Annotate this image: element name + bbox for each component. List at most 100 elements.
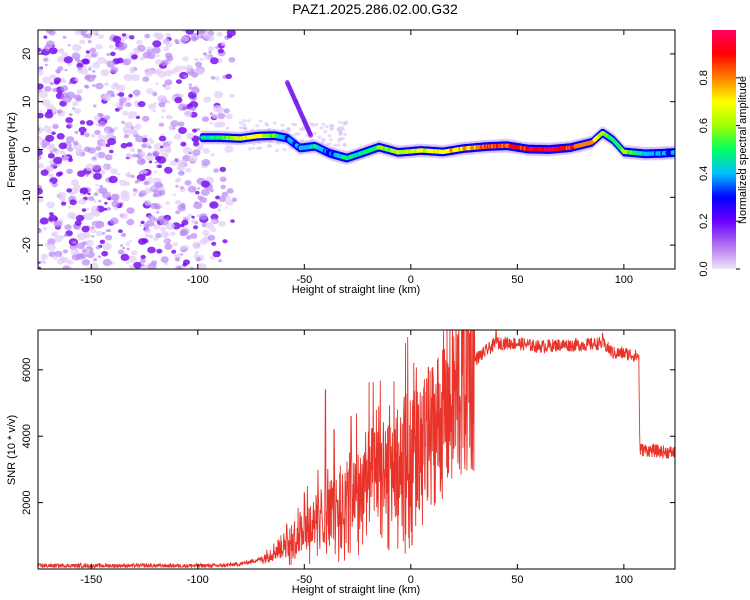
noise-blob	[120, 232, 127, 238]
noise-blob	[230, 219, 235, 223]
noise-blob	[255, 140, 260, 144]
noise-blob	[320, 137, 325, 141]
noise-blob	[160, 145, 164, 149]
noise-blob	[148, 103, 157, 110]
noise-blob	[38, 266, 42, 269]
noise-blob	[226, 34, 233, 39]
noise-blob	[118, 106, 123, 111]
noise-blob	[78, 126, 87, 134]
noise-blob	[175, 210, 181, 215]
noise-blob	[112, 82, 119, 87]
noise-blob	[92, 156, 97, 160]
noise-blob	[120, 142, 128, 149]
noise-blob	[129, 265, 134, 269]
noise-blob	[116, 84, 126, 92]
noise-blob	[180, 186, 184, 190]
noise-blob	[129, 35, 135, 40]
noise-blob	[60, 85, 69, 92]
x-tick-label: -100	[187, 274, 209, 286]
noise-blob	[85, 33, 93, 39]
noise-blob	[125, 172, 132, 177]
noise-blob	[62, 249, 69, 254]
noise-blob	[224, 206, 228, 209]
noise-blob	[147, 145, 152, 149]
noise-blob	[82, 249, 87, 253]
noise-blob	[90, 228, 97, 234]
noise-blob	[131, 54, 138, 60]
noise-blob	[342, 121, 347, 125]
noise-blob	[208, 50, 212, 54]
noise-blob	[38, 112, 44, 119]
noise-blob	[69, 199, 77, 206]
noise-blob	[122, 33, 126, 37]
noise-blob	[91, 74, 97, 79]
noise-blob	[159, 218, 169, 226]
noise-blob	[203, 96, 212, 103]
noise-blob	[72, 101, 79, 107]
noise-blob	[337, 139, 342, 143]
noise-blob	[94, 61, 98, 65]
noise-blob	[49, 74, 56, 80]
noise-blob	[156, 54, 160, 58]
noise-blob	[152, 223, 161, 230]
noise-blob	[84, 75, 91, 81]
noise-blob	[148, 138, 153, 141]
noise-blob	[202, 52, 208, 56]
noise-blob	[210, 227, 217, 233]
noise-blob	[180, 245, 186, 250]
noise-blob	[86, 207, 90, 211]
noise-blob	[92, 70, 96, 73]
noise-blob	[49, 212, 54, 216]
noise-blob	[192, 149, 201, 157]
noise-blob	[164, 79, 173, 86]
noise-blob	[224, 145, 234, 153]
noise-blob	[104, 129, 109, 133]
noise-blob	[126, 142, 133, 147]
noise-blob	[144, 187, 152, 194]
noise-blob	[148, 160, 153, 164]
noise-blob	[220, 184, 226, 190]
noise-blob	[201, 180, 210, 188]
noise-blob	[181, 35, 190, 42]
noise-blob	[170, 120, 179, 127]
noise-blob	[148, 234, 154, 239]
noise-blob	[72, 141, 79, 146]
noise-blob	[214, 76, 220, 81]
noise-blob	[107, 229, 112, 232]
noise-blob	[309, 139, 314, 143]
noise-blob	[168, 125, 176, 131]
noise-blob	[112, 35, 122, 43]
noise-blob	[197, 195, 203, 200]
noise-blob	[218, 259, 222, 263]
noise-blob	[135, 135, 144, 143]
spectrogram-ridge	[199, 80, 675, 165]
noise-blob	[183, 74, 188, 78]
noise-blob	[104, 201, 108, 205]
noise-blob	[329, 138, 333, 142]
noise-blob	[160, 59, 169, 66]
noise-blob	[251, 146, 256, 150]
noise-blob	[225, 126, 230, 130]
noise-blob	[54, 235, 63, 243]
noise-blob	[72, 44, 82, 52]
noise-blob	[106, 53, 111, 56]
noise-blob	[136, 158, 146, 166]
noise-blob	[97, 255, 102, 259]
snr-x-ticks: -150 -100 -50 0 50 100	[80, 330, 633, 586]
noise-blob	[218, 195, 227, 202]
noise-blob	[38, 128, 41, 132]
noise-blob	[195, 61, 202, 68]
noise-blob	[209, 112, 214, 116]
noise-blob	[66, 168, 73, 174]
noise-blob	[58, 48, 65, 54]
noise-blob	[126, 207, 135, 214]
noise-blob	[144, 228, 152, 234]
colorbar-tick-label: 0.8	[698, 70, 710, 85]
noise-blob	[72, 240, 77, 245]
noise-blob	[229, 93, 235, 98]
noise-blob	[51, 131, 56, 135]
noise-blob	[147, 152, 153, 157]
noise-blob	[108, 128, 115, 134]
noise-blob	[90, 205, 99, 212]
